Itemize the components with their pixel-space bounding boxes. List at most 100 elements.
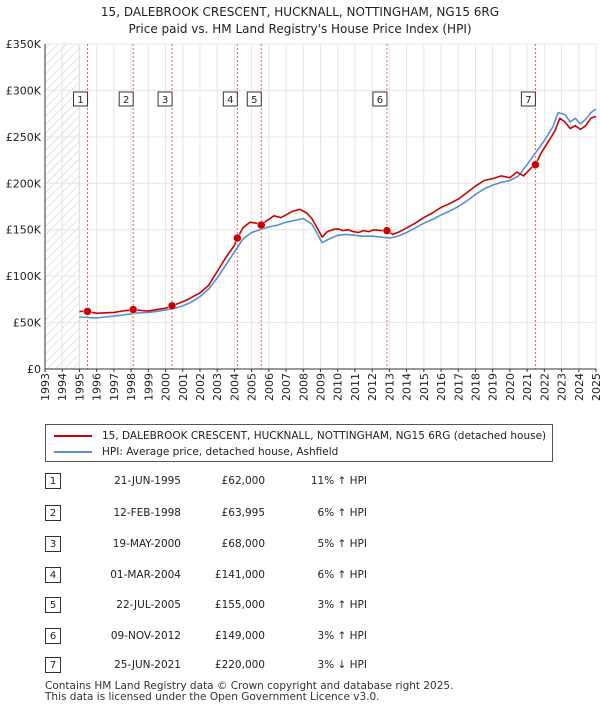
x-tick-label: 2015 bbox=[418, 373, 431, 401]
table-row: 6 09-NOV-2012 £149,000 3% ↑ HPI bbox=[45, 627, 553, 647]
sale-marker-label-4: 4 bbox=[227, 95, 233, 106]
x-tick-label: 2017 bbox=[452, 373, 465, 401]
sale-point-2 bbox=[128, 305, 138, 314]
x-tick-label: 2010 bbox=[332, 373, 345, 401]
x-tick-label: 2000 bbox=[160, 373, 173, 401]
x-tick-label: 1995 bbox=[73, 373, 86, 401]
x-tick-label: 2014 bbox=[401, 373, 414, 401]
table-row: 1 21-JUN-1995 £62,000 11% ↑ HPI bbox=[45, 472, 553, 492]
y-tick-label: £300K bbox=[6, 84, 42, 97]
footer-copyright: Contains HM Land Registry data © Crown c… bbox=[45, 680, 454, 692]
sale-price: £149,000 bbox=[214, 630, 265, 642]
x-tick-label: 1998 bbox=[125, 373, 138, 401]
chart-title-block: 15, DALEBROOK CRESCENT, HUCKNALL, NOTTIN… bbox=[0, 4, 600, 38]
x-tick-label: 2019 bbox=[487, 373, 500, 401]
sale-hpi-diff: 11% ↑ HPI bbox=[310, 475, 367, 487]
sale-point-4 bbox=[233, 233, 242, 243]
sale-price: £68,000 bbox=[221, 538, 265, 550]
sale-date: 19-MAY-2000 bbox=[112, 538, 181, 550]
sale-marker-label-1: 1 bbox=[77, 95, 83, 106]
sale-number: 1 bbox=[45, 473, 61, 489]
x-tick-label: 2007 bbox=[280, 373, 293, 401]
sale-price: £141,000 bbox=[214, 569, 265, 581]
legend-label-property: 15, DALEBROOK CRESCENT, HUCKNALL, NOTTIN… bbox=[102, 430, 547, 442]
sale-date: 12-FEB-1998 bbox=[113, 507, 181, 519]
sale-marker-box-7 bbox=[520, 91, 536, 107]
sale-price: £62,000 bbox=[221, 475, 265, 487]
sale-number: 7 bbox=[45, 657, 61, 673]
sale-hpi-diff: 6% ↑ HPI bbox=[317, 507, 367, 519]
x-tick-label: 1996 bbox=[91, 373, 104, 401]
sale-date: 22-JUL-2005 bbox=[116, 599, 181, 611]
sale-price: £155,000 bbox=[214, 599, 265, 611]
y-tick-label: £250K bbox=[6, 131, 42, 144]
y-tick-label: £350K bbox=[6, 38, 42, 51]
y-tick-label: £200K bbox=[6, 177, 42, 190]
sale-number: 2 bbox=[45, 505, 61, 521]
sale-price: £220,000 bbox=[214, 659, 265, 671]
sale-marker-label-6: 6 bbox=[377, 95, 383, 106]
sale-marker-box-6 bbox=[372, 91, 388, 107]
sale-number: 6 bbox=[45, 628, 61, 644]
x-tick-label: 2024 bbox=[573, 373, 586, 401]
y-tick-label: £150K bbox=[6, 224, 42, 237]
sale-number: 3 bbox=[45, 536, 61, 552]
sale-hpi-diff: 3% ↑ HPI bbox=[317, 630, 367, 642]
property-series-line bbox=[79, 115, 597, 315]
chart-subtitle: Price paid vs. HM Land Registry's House … bbox=[128, 22, 472, 36]
sale-hpi-diff: 3% ↑ HPI bbox=[317, 599, 367, 611]
sale-number: 5 bbox=[45, 597, 61, 613]
x-tick-label: 2021 bbox=[521, 373, 534, 401]
x-tick-label: 1993 bbox=[39, 373, 52, 401]
sale-point-3 bbox=[167, 301, 177, 311]
sale-marker-box-5 bbox=[246, 91, 262, 107]
table-row: 2 12-FEB-1998 £63,995 6% ↑ HPI bbox=[45, 504, 553, 524]
legend-item-hpi: HPI: Average price, detached house, Ashf… bbox=[54, 444, 338, 460]
x-tick-label: 2006 bbox=[263, 373, 276, 401]
x-tick-label: 1994 bbox=[56, 373, 69, 401]
sale-hpi-diff: 5% ↑ HPI bbox=[317, 538, 367, 550]
table-row: 5 22-JUL-2005 £155,000 3% ↑ HPI bbox=[45, 596, 553, 616]
x-tick-label: 1997 bbox=[108, 373, 121, 401]
sale-date: 25-JUN-2021 bbox=[114, 659, 181, 671]
sale-point-7 bbox=[531, 160, 540, 169]
legend-swatch-property bbox=[54, 435, 92, 437]
price-chart: 1 2 3 4 5 6 7 £0 £50K £100K £150K £200K £250K £300K £… bbox=[6, 38, 600, 401]
x-tick-label: 2005 bbox=[246, 373, 259, 401]
sale-hpi-diff: 3% ↓ HPI bbox=[317, 659, 367, 671]
chart-title: 15, DALEBROOK CRESCENT, HUCKNALL, NOTTIN… bbox=[100, 5, 500, 19]
sale-date: 01-MAR-2004 bbox=[110, 569, 181, 581]
x-tick-label: 2018 bbox=[469, 373, 482, 401]
sale-point-5 bbox=[257, 220, 266, 230]
sale-hpi-diff: 6% ↑ HPI bbox=[317, 569, 367, 581]
sale-point-1 bbox=[83, 307, 92, 316]
sale-marker-label-7: 7 bbox=[525, 95, 531, 106]
sale-date: 09-NOV-2012 bbox=[110, 630, 181, 642]
table-row: 7 25-JUN-2021 £220,000 3% ↓ HPI bbox=[45, 656, 553, 676]
legend-item-property: 15, DALEBROOK CRESCENT, HUCKNALL, NOTTIN… bbox=[54, 428, 546, 444]
sale-marker-box-4 bbox=[222, 91, 238, 107]
x-tick-label: 2012 bbox=[366, 373, 379, 401]
x-tick-label: 2009 bbox=[315, 373, 328, 401]
x-tick-label: 2013 bbox=[383, 373, 396, 401]
footer: Contains HM Land Registry data © Crown c… bbox=[45, 681, 453, 703]
footer-licence: This data is licensed under the Open Gov… bbox=[45, 691, 380, 703]
x-tick-label: 1999 bbox=[142, 373, 155, 401]
x-tick-label: 2003 bbox=[211, 373, 224, 401]
legend: 15, DALEBROOK CRESCENT, HUCKNALL, NOTTIN… bbox=[45, 424, 553, 462]
x-tick-label: 2022 bbox=[538, 373, 551, 401]
y-tick-label: £50K bbox=[13, 317, 42, 330]
x-tick-label: 2001 bbox=[177, 373, 190, 401]
sale-number: 4 bbox=[45, 567, 61, 583]
sale-price: £63,995 bbox=[221, 507, 265, 519]
sale-marker-label-2: 2 bbox=[123, 95, 129, 106]
x-tick-label: 2020 bbox=[504, 373, 517, 401]
x-tick-label: 2025 bbox=[590, 373, 600, 401]
sale-marker-box-2 bbox=[118, 91, 134, 107]
x-tick-label: 2004 bbox=[228, 373, 241, 401]
x-tick-label: 2011 bbox=[349, 373, 362, 401]
sale-marker-label-5: 5 bbox=[251, 95, 257, 106]
sale-point-6 bbox=[382, 226, 392, 235]
legend-label-hpi: HPI: Average price, detached house, Ashf… bbox=[102, 446, 339, 458]
sale-marker-label-3: 3 bbox=[162, 95, 168, 106]
